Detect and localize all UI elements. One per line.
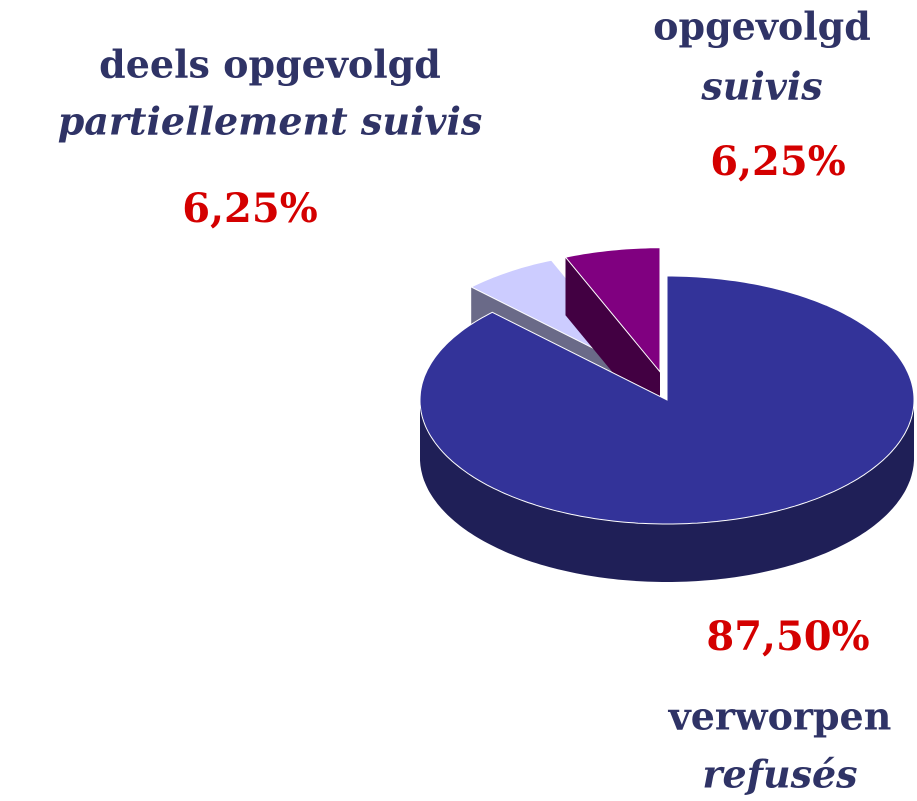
slice: [419, 275, 915, 525]
value-label: 6,25%: [182, 185, 317, 232]
label-fr: refusés: [702, 752, 857, 797]
value-label: 6,25%: [710, 138, 845, 185]
value-label: 87,50%: [706, 613, 869, 660]
label-fr: partiellement suivis: [58, 99, 483, 144]
label-nl: deels opgevolgd: [99, 42, 441, 87]
label-fr: suivis: [700, 64, 822, 109]
slice-wall: [420, 400, 914, 582]
label-nl: verworpen: [668, 694, 892, 739]
slice: [564, 247, 661, 374]
label-nl: opgevolgd: [653, 4, 871, 49]
